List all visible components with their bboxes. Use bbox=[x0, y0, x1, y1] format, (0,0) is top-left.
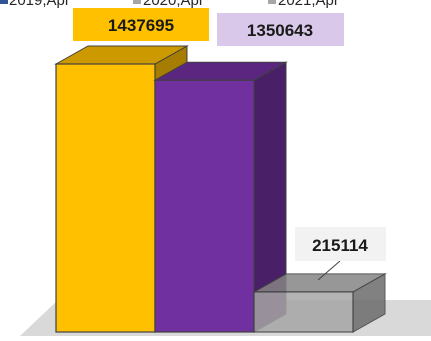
legend-marker bbox=[268, 0, 276, 4]
data-label-box bbox=[295, 227, 386, 261]
leader-line bbox=[317, 260, 341, 281]
data-label-2: 1350643 bbox=[217, 13, 344, 46]
data-label-text: 1437695 bbox=[108, 16, 174, 35]
legend-label: 2019,Apr bbox=[9, 0, 70, 9]
data-label-box bbox=[73, 8, 209, 41]
bar-front-face bbox=[154, 79, 255, 333]
bar-2 bbox=[153, 61, 288, 333]
bar-3 bbox=[252, 273, 387, 333]
legend-label: 2021,Apr bbox=[278, 0, 339, 9]
data-label-3: 215114 bbox=[295, 227, 386, 281]
bar-front-face bbox=[253, 291, 354, 333]
legend-marker bbox=[133, 0, 141, 4]
data-label-text: 1350643 bbox=[247, 21, 313, 40]
data-label-1: 1437695 bbox=[73, 8, 209, 41]
legend-label: 2020,Apr bbox=[143, 0, 204, 9]
data-label-text: 215114 bbox=[312, 236, 368, 255]
data-label-box bbox=[217, 13, 344, 46]
bar-front-face bbox=[55, 63, 156, 333]
legend-entry: 2021,Apr bbox=[268, 0, 339, 9]
legend-entry: 2020,Apr bbox=[133, 0, 204, 9]
legend-marker bbox=[0, 0, 8, 4]
legend-entry: 2019,Apr bbox=[0, 0, 70, 9]
